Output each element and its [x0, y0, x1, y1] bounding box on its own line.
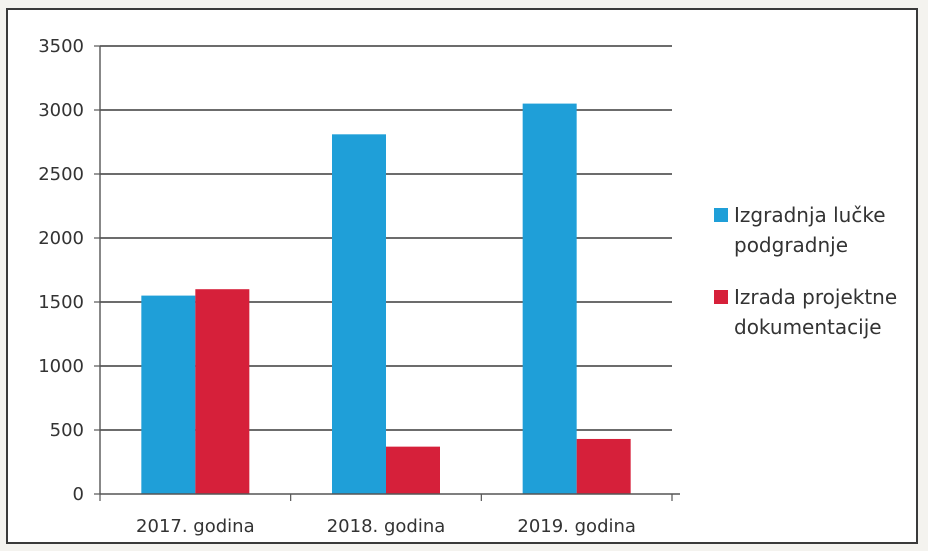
bar-izrada-3	[576, 438, 631, 494]
bar-izrada-2	[386, 446, 440, 494]
legend-label: Izgradnja lučke	[734, 203, 886, 227]
legend-label: podgradnje	[734, 233, 848, 257]
y-tick-label: 0	[73, 484, 84, 505]
bar-izgradnja-3	[522, 103, 577, 494]
bars	[141, 103, 631, 494]
legend-label: Izrada projektne	[734, 285, 897, 309]
legend-swatch-izrada	[714, 290, 728, 304]
y-tick-label: 3000	[38, 100, 84, 121]
x-tick-label: 2019. godina	[517, 516, 636, 537]
y-tick-label: 2500	[38, 164, 84, 185]
y-axis-ticks: 0 500 1000 1500 2000 2500 3000 3500	[38, 36, 84, 505]
x-tick-label: 2017. godina	[136, 516, 255, 537]
x-axis-ticks: 2017. godina 2018. godina 2019. godina	[136, 516, 636, 537]
bar-izgradnja-2	[332, 134, 386, 494]
bar-izgradnja-1	[141, 295, 196, 494]
y-tick-label: 2000	[38, 228, 84, 249]
y-tick-label: 3500	[38, 36, 84, 57]
y-tick-label: 500	[50, 420, 84, 441]
axes	[94, 45, 680, 501]
bar-izrada-1	[195, 289, 250, 494]
x-tick-label: 2018. godina	[327, 516, 446, 537]
legend: Izgradnja lučke podgradnje Izrada projektn…	[714, 203, 897, 339]
y-tick-label: 1500	[38, 292, 84, 313]
chart-frame: 0 500 1000 1500 2000 2500 3000 3500 2017. godin…	[6, 8, 918, 544]
legend-swatch-izgradnja	[714, 208, 728, 222]
bar-chart: 0 500 1000 1500 2000 2500 3000 3500 2017. godin…	[38, 36, 897, 537]
y-tick-label: 1000	[38, 356, 84, 377]
legend-label: dokumentacije	[734, 315, 882, 339]
